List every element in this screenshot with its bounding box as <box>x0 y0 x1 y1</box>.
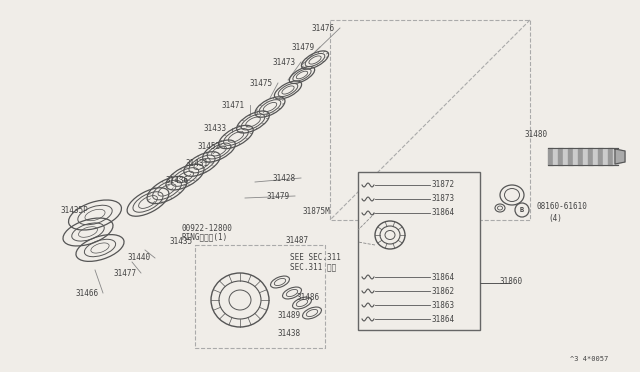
Polygon shape <box>573 148 578 165</box>
Text: 31486: 31486 <box>297 294 320 302</box>
Text: RINGリング(1): RINGリング(1) <box>182 232 228 241</box>
Text: 31438: 31438 <box>278 328 301 337</box>
Text: 31864: 31864 <box>432 208 455 217</box>
Text: (4): (4) <box>548 214 562 222</box>
Polygon shape <box>558 148 563 165</box>
Text: 31860: 31860 <box>500 278 523 286</box>
Polygon shape <box>598 148 603 165</box>
Text: 31452: 31452 <box>198 141 221 151</box>
Polygon shape <box>588 148 593 165</box>
Text: B: B <box>520 207 524 213</box>
Polygon shape <box>563 148 568 165</box>
Text: 31440: 31440 <box>127 253 150 263</box>
Text: 31873: 31873 <box>432 193 455 202</box>
Text: 31872: 31872 <box>432 180 455 189</box>
Polygon shape <box>568 148 573 165</box>
Text: ^3 4*0057: ^3 4*0057 <box>570 356 608 362</box>
Bar <box>358 172 480 330</box>
Polygon shape <box>578 148 583 165</box>
Text: 31489: 31489 <box>278 311 301 320</box>
Polygon shape <box>603 148 608 165</box>
Text: 31479: 31479 <box>292 42 315 51</box>
Text: 31433: 31433 <box>204 124 227 132</box>
Polygon shape <box>553 148 558 165</box>
Text: 31436: 31436 <box>166 176 189 185</box>
Text: 31479: 31479 <box>267 192 290 201</box>
Text: 31480: 31480 <box>525 129 548 138</box>
Polygon shape <box>583 148 588 165</box>
Text: SEC.311 参照: SEC.311 参照 <box>290 263 336 272</box>
Text: 31435P: 31435P <box>60 205 88 215</box>
Text: 00922-12800: 00922-12800 <box>182 224 233 232</box>
Polygon shape <box>613 148 618 165</box>
Text: 31477: 31477 <box>113 269 136 278</box>
Text: 31864: 31864 <box>432 314 455 324</box>
Text: 31476: 31476 <box>312 23 335 32</box>
Text: 31473: 31473 <box>273 58 296 67</box>
Polygon shape <box>615 149 625 164</box>
Polygon shape <box>608 148 613 165</box>
Text: 31435: 31435 <box>170 237 193 246</box>
Text: 31466: 31466 <box>75 289 98 298</box>
Polygon shape <box>593 148 598 165</box>
Text: 08160-61610: 08160-61610 <box>537 202 588 211</box>
Text: 31475: 31475 <box>250 78 273 87</box>
Text: 31431: 31431 <box>185 158 208 167</box>
Polygon shape <box>548 148 553 165</box>
Text: 31875M: 31875M <box>303 206 331 215</box>
Text: 31428: 31428 <box>273 173 296 183</box>
Text: SEE SEC.311: SEE SEC.311 <box>290 253 341 263</box>
Text: 31864: 31864 <box>432 273 455 282</box>
Text: 31862: 31862 <box>432 286 455 295</box>
Text: 31471: 31471 <box>222 100 245 109</box>
Text: 31863: 31863 <box>432 301 455 310</box>
Text: 31487: 31487 <box>286 235 309 244</box>
